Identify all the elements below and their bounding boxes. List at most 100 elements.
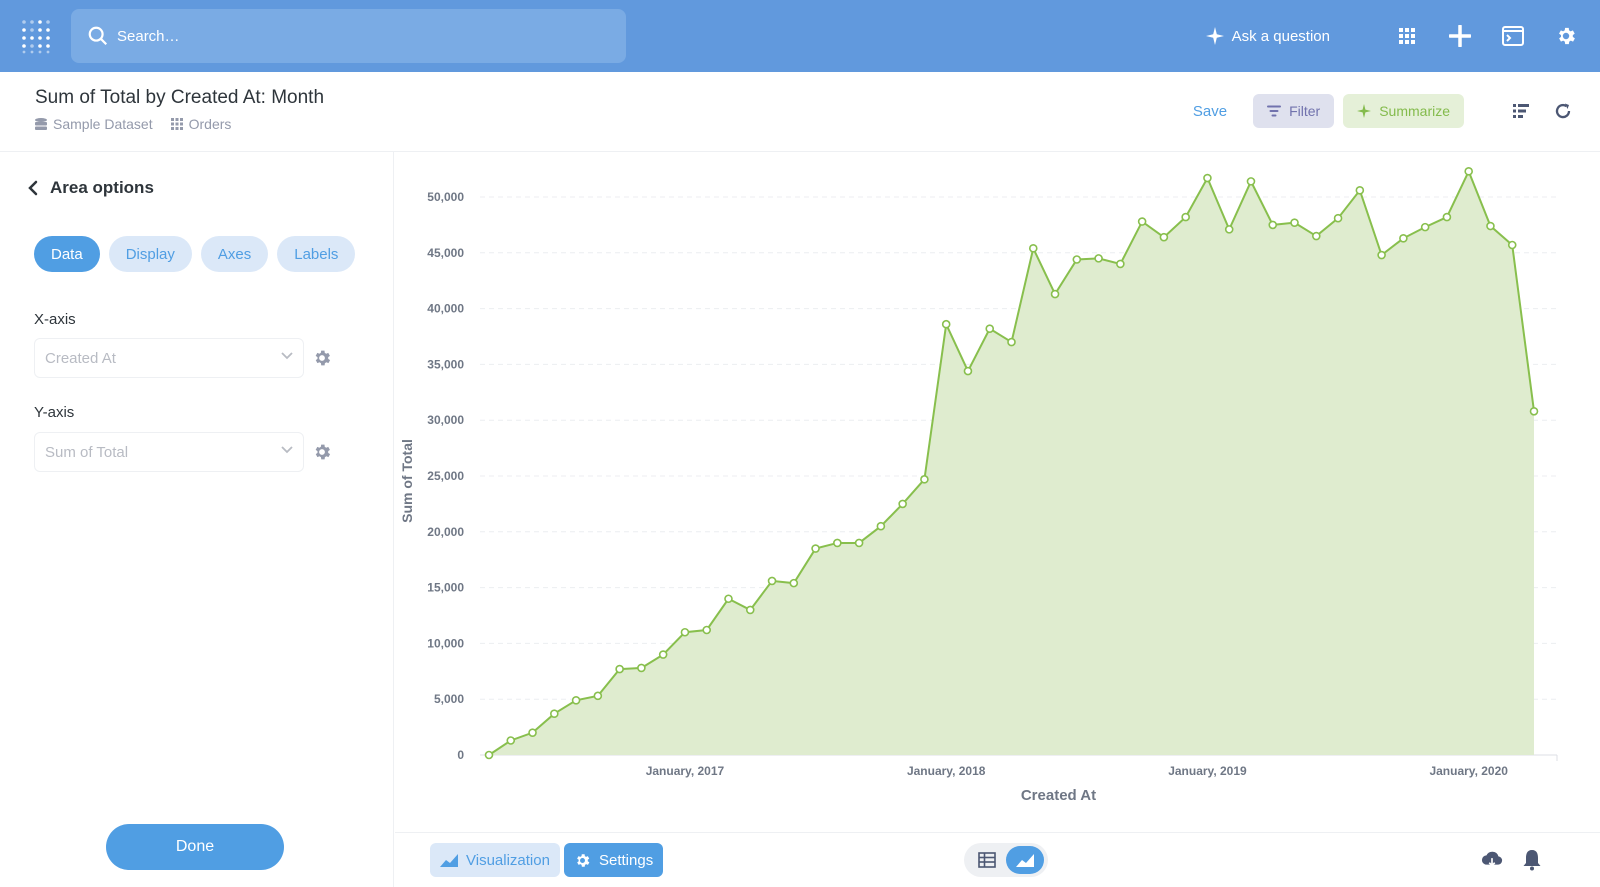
data-point — [506, 736, 516, 745]
back-to-options[interactable]: Area options — [28, 178, 154, 198]
data-point — [1333, 213, 1343, 223]
x-axis-select[interactable]: Created At — [34, 338, 304, 378]
data-point — [1355, 186, 1365, 195]
data-point — [1028, 244, 1038, 253]
data-point — [658, 650, 668, 659]
table-chart-toggle — [964, 843, 1048, 877]
data-point — [833, 538, 842, 548]
data-point — [985, 324, 995, 333]
y-tick-label: 25,000 — [427, 469, 464, 483]
data-point — [637, 663, 646, 673]
tab-data[interactable]: Data — [34, 236, 100, 272]
y-tick-label: 40,000 — [427, 302, 464, 316]
visualization-label: Visualization — [466, 851, 550, 869]
refresh-button[interactable] — [1552, 100, 1574, 122]
chart-view-toggle[interactable] — [1006, 846, 1044, 874]
breadcrumb-table[interactable]: Orders — [170, 116, 232, 132]
search-input[interactable]: Search… — [71, 9, 626, 63]
data-point — [550, 709, 559, 719]
x-axis-label: X-axis — [34, 311, 76, 328]
gear-icon — [577, 853, 590, 867]
data-point — [1442, 212, 1452, 222]
data-point — [1311, 231, 1321, 241]
area-chart[interactable]: 0 5,000 10,000 15,000 20,000 25,000 30,000 35,0… — [395, 152, 1600, 832]
notebook-editor-button[interactable] — [1510, 100, 1532, 122]
sql-editor-button[interactable] — [1501, 24, 1525, 48]
plus-icon — [1449, 25, 1471, 47]
tab-axes[interactable]: Axes — [200, 236, 269, 272]
filter-label: Filter — [1289, 103, 1321, 119]
view-footer: Visualization Settings — [395, 832, 1600, 887]
sparkle-icon — [1205, 27, 1224, 45]
settings-label: Settings — [599, 851, 654, 869]
y-tick-label: 0 — [457, 748, 464, 762]
download-icon[interactable] — [1481, 849, 1503, 871]
y-tick-label: 15,000 — [427, 581, 464, 595]
table-icon — [978, 852, 996, 868]
data-point — [680, 627, 690, 637]
gear-icon[interactable] — [312, 442, 332, 462]
bell-icon[interactable] — [1521, 849, 1543, 871]
list-icon — [1513, 104, 1529, 118]
y-tick-label: 5,000 — [434, 692, 464, 706]
gear-icon[interactable] — [312, 348, 332, 368]
breadcrumb-database[interactable]: Sample Dataset — [35, 116, 153, 132]
data-point — [1290, 218, 1299, 227]
data-point — [745, 605, 755, 615]
data-point — [920, 475, 929, 484]
filter-button[interactable]: Filter — [1253, 94, 1335, 128]
settings-button[interactable]: Settings — [564, 843, 664, 877]
ask-question-button[interactable]: Ask a question — [1205, 27, 1330, 45]
breadcrumb-database-label: Sample Dataset — [53, 116, 153, 132]
chevron-down-icon — [281, 352, 293, 360]
y-axis-select[interactable]: Sum of Total — [34, 432, 304, 472]
area-fill — [489, 171, 1534, 755]
table-grid-icon — [170, 118, 183, 130]
data-point — [1072, 255, 1082, 264]
refresh-icon — [1555, 103, 1571, 119]
data-point — [1203, 173, 1212, 183]
data-point — [963, 366, 973, 376]
data-point — [1137, 217, 1147, 226]
data-point — [811, 544, 820, 553]
tab-display[interactable]: Display — [108, 236, 192, 272]
tab-labels[interactable]: Labels — [277, 236, 356, 272]
filter-icon — [1267, 105, 1282, 117]
y-tick-label: 30,000 — [427, 413, 464, 427]
chart-container: 0 5,000 10,000 15,000 20,000 25,000 30,000 35,0… — [395, 152, 1600, 832]
summarize-button[interactable]: Summarize — [1343, 94, 1464, 128]
data-point — [1050, 289, 1060, 299]
data-point — [1529, 406, 1539, 416]
x-tick-label: January, 2018 — [907, 764, 986, 778]
area-chart-icon — [1016, 854, 1034, 867]
data-point — [702, 625, 712, 635]
data-point — [1420, 222, 1430, 232]
breadcrumb-table-label: Orders — [188, 116, 232, 132]
y-tick-label: 45,000 — [427, 246, 464, 260]
done-button[interactable]: Done — [106, 824, 284, 870]
chevron-down-icon — [281, 446, 293, 454]
x-tick-label: January, 2020 — [1429, 764, 1508, 778]
data-point — [767, 576, 777, 586]
table-view-toggle[interactable] — [968, 846, 1006, 874]
area-chart-icon — [440, 854, 458, 867]
settings-menu-button[interactable] — [1554, 24, 1578, 48]
save-button[interactable]: Save — [1192, 102, 1228, 120]
y-axis-label: Y-axis — [34, 404, 75, 421]
data-point — [1268, 220, 1278, 230]
browse-data-button[interactable] — [1395, 24, 1419, 48]
data-point — [941, 319, 951, 329]
data-point — [528, 728, 537, 737]
search-placeholder: Search… — [117, 27, 180, 45]
metabase-logo[interactable] — [20, 18, 52, 54]
question-title[interactable]: Sum of Total by Created At: Month — [35, 87, 325, 108]
data-point — [1094, 254, 1103, 263]
data-point — [1377, 250, 1386, 260]
data-point — [789, 578, 799, 588]
sparkle-icon — [1357, 104, 1372, 118]
y-axis-title: Sum of Total — [399, 439, 415, 523]
database-icon — [35, 117, 47, 130]
data-point — [1507, 240, 1517, 250]
new-button[interactable] — [1448, 24, 1472, 48]
visualization-button[interactable]: Visualization — [430, 843, 560, 877]
